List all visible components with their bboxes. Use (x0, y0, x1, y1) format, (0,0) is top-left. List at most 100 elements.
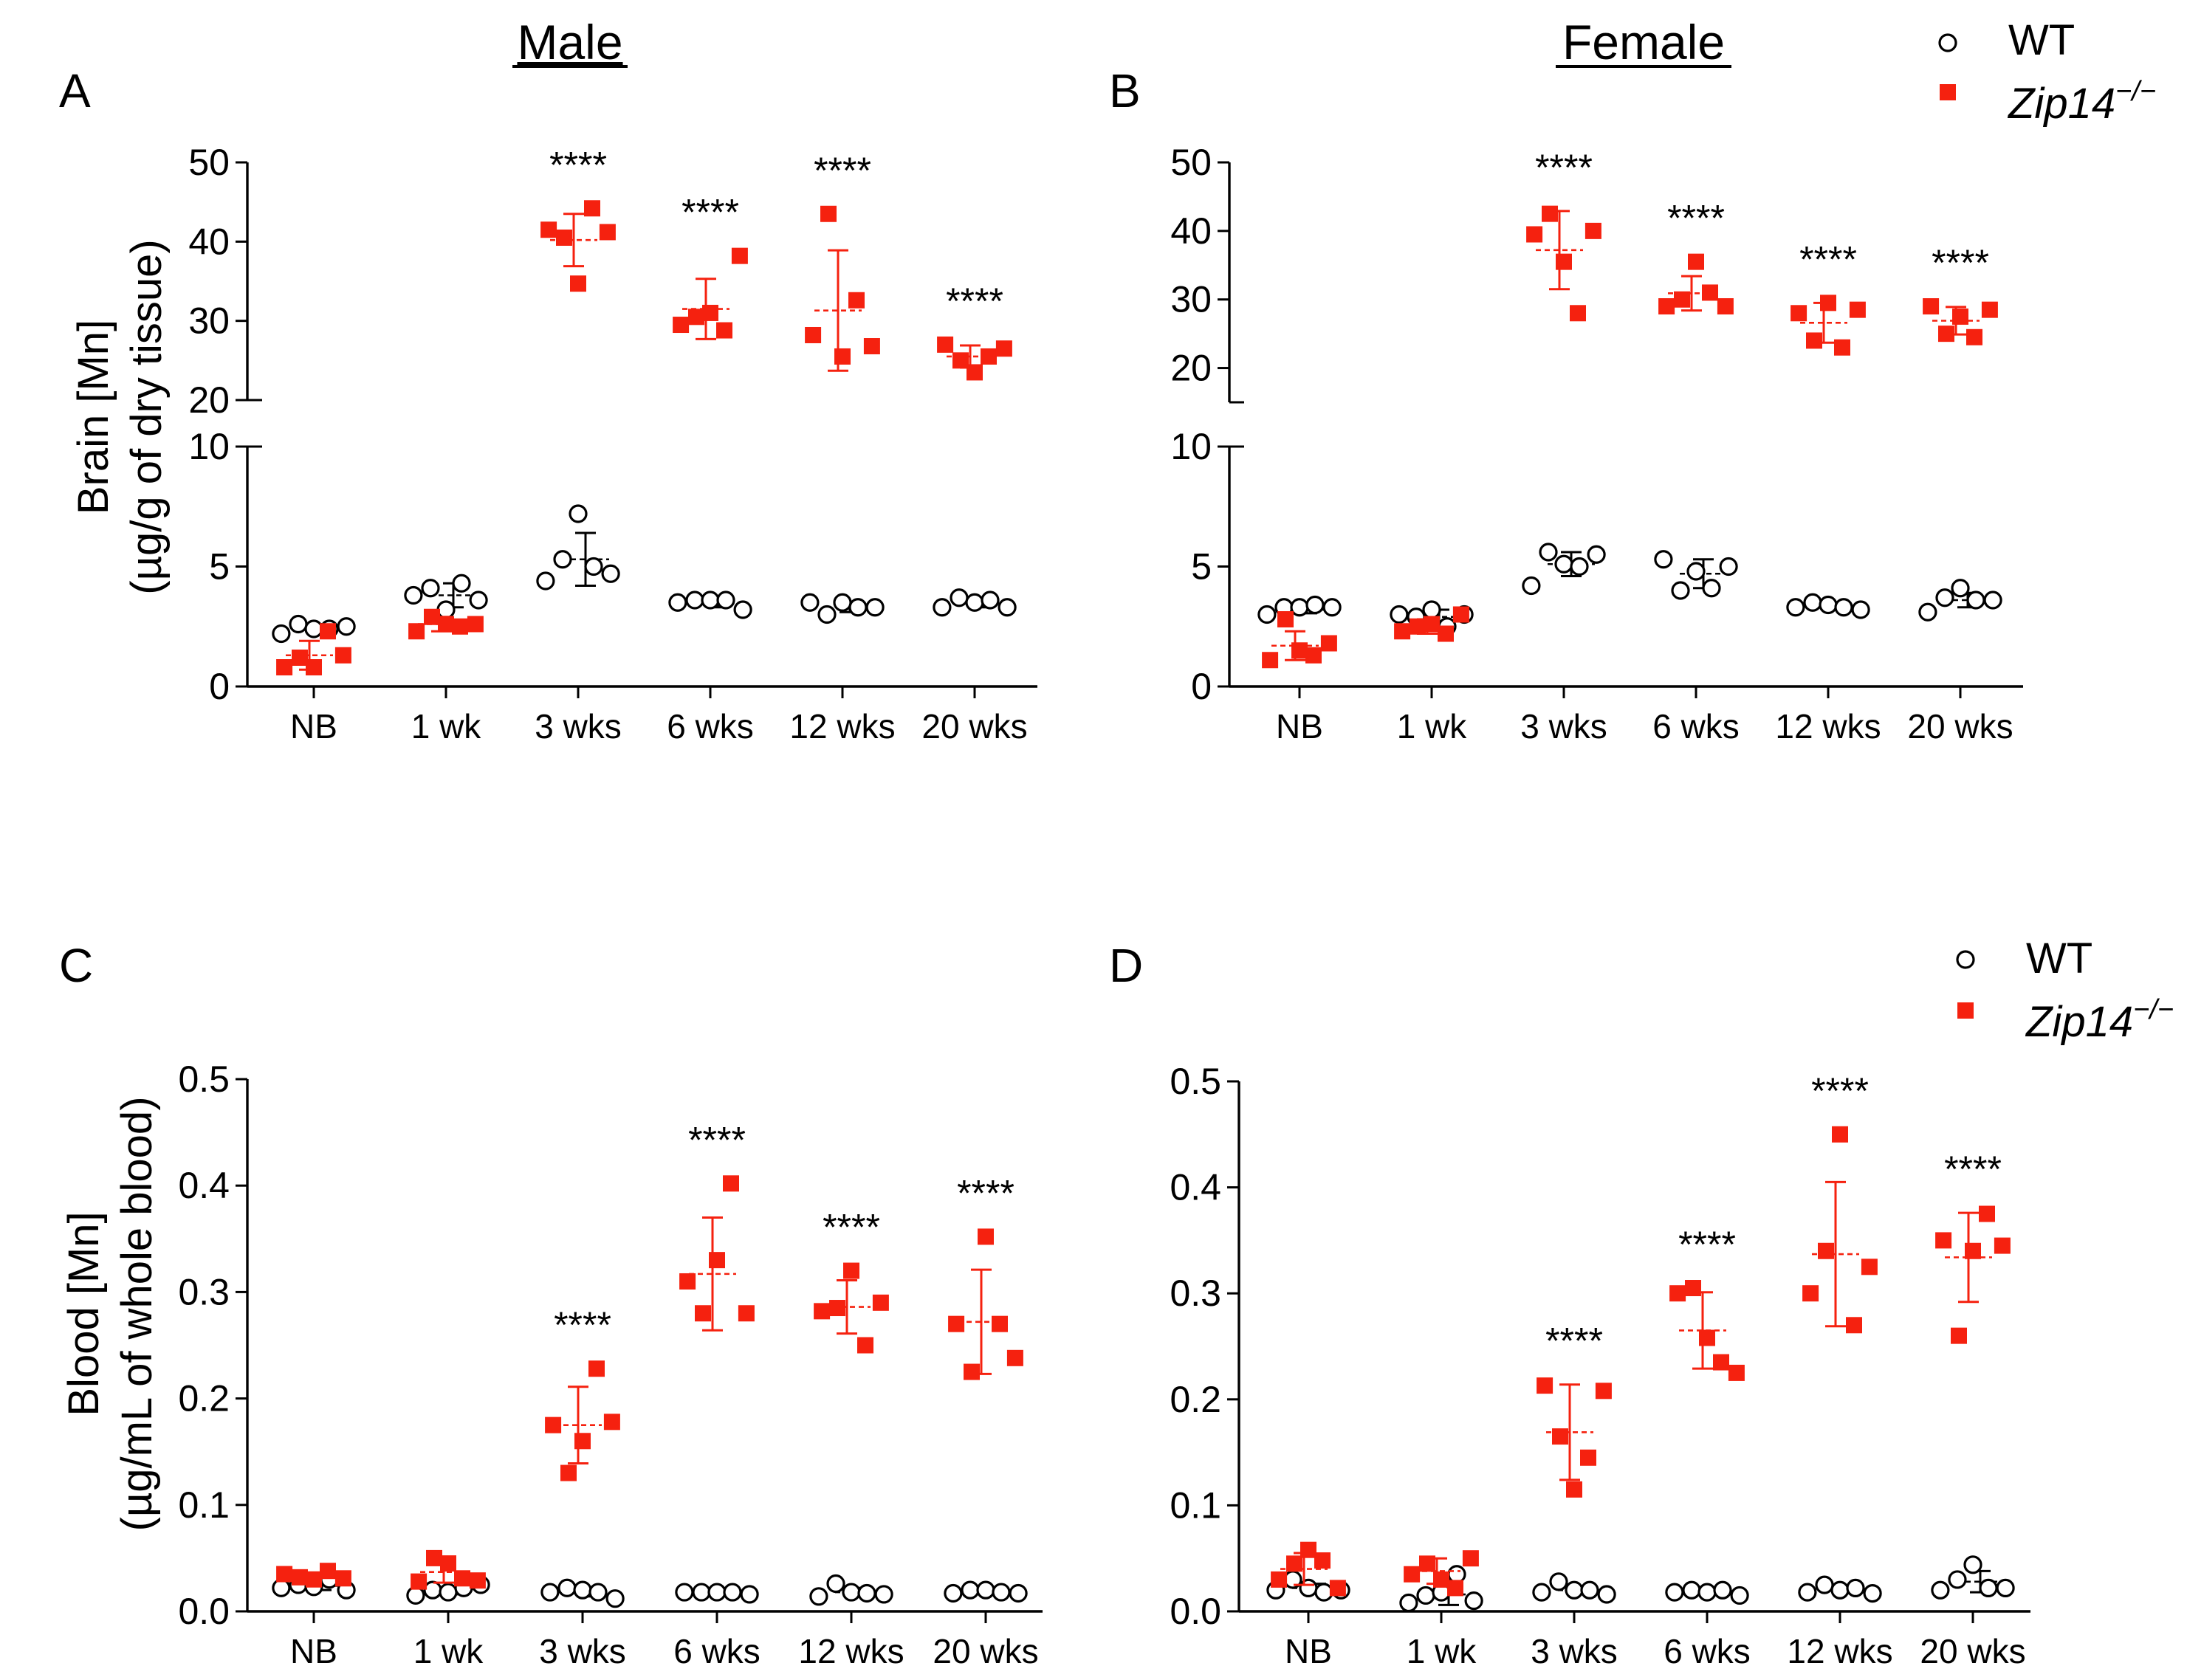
panel-d-ko-point (1685, 1280, 1701, 1297)
panel-c-wt-point (961, 1580, 980, 1600)
panel-b-significance-stars: **** (1667, 198, 1725, 239)
panel-b-ytick-label: 40 (1170, 210, 1212, 252)
legend-top-ko-marker (1940, 84, 1956, 100)
panel-c-ko-point (695, 1305, 711, 1322)
panel-d-letter: D (1109, 939, 1143, 992)
panel-b-wt-point (1786, 598, 1805, 617)
panel-d-ko-point (1994, 1237, 2011, 1254)
panel-d-wt-point (1549, 1572, 1568, 1591)
panel-b-xtick-label: 3 wks (1520, 707, 1607, 746)
panel-c-wt-point (723, 1583, 742, 1602)
panel-a-ytick-label: 10 (188, 426, 230, 467)
panel-d-ko-point (1699, 1329, 1715, 1346)
panel-a-xtick-label: 3 wks (535, 707, 622, 746)
panel-b-ko-point (1277, 611, 1294, 627)
panel-c-letter: C (59, 939, 93, 992)
panel-d-wt-point (1580, 1580, 1599, 1600)
panel-c-ko-point (738, 1305, 755, 1322)
panel-c-ko-point (292, 1569, 308, 1586)
panel-c-ko-point (709, 1252, 725, 1269)
panel-c-ko-point (588, 1360, 605, 1377)
panel-b-ko-point (1438, 625, 1454, 642)
panel-b-wt-point (1554, 554, 1573, 574)
panel-c-xtick-label: 1 wk (413, 1632, 484, 1670)
panel-a-ko-point (424, 608, 440, 625)
panel-b-wt-point (1290, 598, 1309, 617)
panel-a-ko-point (334, 647, 351, 664)
panel-a-ko-point (584, 200, 600, 217)
panel-b-ko-point (1526, 226, 1543, 243)
panel-c-ko-point (948, 1315, 965, 1332)
panel-a-ko-point (952, 352, 969, 369)
legend-bottom-ko-label: Zip14−/− (2025, 994, 2174, 1046)
panel-c-ko-point (276, 1566, 293, 1583)
legend-top-wt-marker (1938, 33, 1957, 52)
panel-a-wt-point (848, 598, 868, 617)
panel-a-ko-point (556, 229, 572, 246)
panel-c-wt-point (675, 1583, 694, 1602)
panel-d-wt-point (1963, 1555, 1982, 1574)
panel-a-ko-point (820, 205, 837, 222)
panel-a-ko-point (570, 275, 586, 292)
panel-a-wt-point (800, 593, 820, 612)
panel-c-xtick-label: 6 wks (673, 1632, 761, 1670)
panel-d-ko-point (1595, 1383, 1612, 1400)
panel-b-wt-point (1702, 579, 1721, 598)
panel-d-ko-point (1447, 1580, 1463, 1597)
panel-d-significance-stars: **** (1545, 1321, 1603, 1362)
panel-d-significance-stars: **** (1678, 1224, 1736, 1265)
panel-c-ko-point (723, 1175, 739, 1192)
panel-b-ko-point (1570, 305, 1586, 322)
panel-c-wt-point (605, 1589, 625, 1608)
column-title-female: Female (1562, 15, 1725, 69)
panel-b-ko-point (1424, 616, 1440, 633)
panel-c-ko-point (992, 1315, 1008, 1332)
panel-b-wt-point (1819, 595, 1838, 615)
column-title-male: Male (517, 15, 622, 69)
panel-d-ko-point (1861, 1259, 1878, 1276)
panel-d-ytick-label: 0.0 (1170, 1591, 1221, 1632)
panel-b-ko-point (1952, 308, 1968, 325)
panel-c-ko-point (426, 1549, 442, 1566)
panel-a-ko-point (731, 247, 748, 264)
panel-c-wt-point (874, 1585, 893, 1604)
legend-top: WT Zip14−/− (1938, 16, 2156, 128)
panel-a-ko-point (848, 292, 865, 309)
panel-b-ko-point (1981, 301, 1998, 318)
panel-c-wt-point (272, 1578, 291, 1597)
panel-c-wt-point (826, 1574, 845, 1594)
panel-d-ko-point (1433, 1571, 1449, 1588)
panel-d-ko-point (1951, 1327, 1967, 1344)
panel-c-wt-point (423, 1580, 442, 1600)
panel-c-ko-point (872, 1294, 889, 1311)
panel-d-ytick-label: 0.4 (1170, 1167, 1221, 1208)
panel-a-xtick-label: 12 wks (789, 707, 895, 746)
panel-c-ko-point (411, 1573, 428, 1590)
panel-a-ko-point (599, 224, 616, 241)
panel-d-wt-point (1830, 1580, 1850, 1600)
panel-d-significance-stars: **** (1944, 1149, 2002, 1190)
panel-a-wt-point (668, 593, 687, 612)
panel-b-ko-point (1966, 328, 1982, 345)
panel-d-ko-point (1314, 1552, 1331, 1569)
legend-top-ko-label: Zip14−/− (2007, 76, 2156, 128)
panel-b-wt-point (1522, 576, 1541, 596)
panel-d-significance-stars: **** (1811, 1070, 1869, 1112)
panel-b-letter: B (1109, 64, 1141, 117)
panel-d: D 0.0 0.1 0.2 0.3 0.4 0.5 NB 1 wk 3 wks 6 wks 12 wk… (1109, 939, 2030, 1670)
legend-bottom-wt-label: WT (2026, 934, 2092, 982)
panel-c-wt-point (406, 1586, 425, 1605)
panel-b-ko-point (1410, 618, 1426, 635)
panel-d-ytick-label: 0.5 (1170, 1061, 1221, 1102)
panel-d-xtick-label: 20 wks (1920, 1632, 2025, 1670)
panel-d-wt-point (1399, 1593, 1418, 1613)
panel-c-significance-stars: **** (554, 1304, 611, 1346)
panel-b-wt-point (1918, 602, 1937, 622)
panel-d-ko-point (1286, 1555, 1302, 1572)
panel-a-wt-point (452, 574, 471, 593)
panel-c-ytick-label: 0.5 (178, 1058, 230, 1100)
panel-a-significance-stars: **** (814, 150, 871, 191)
panel-a-wt-point (716, 591, 735, 610)
panel-c-wt-point (588, 1583, 608, 1602)
